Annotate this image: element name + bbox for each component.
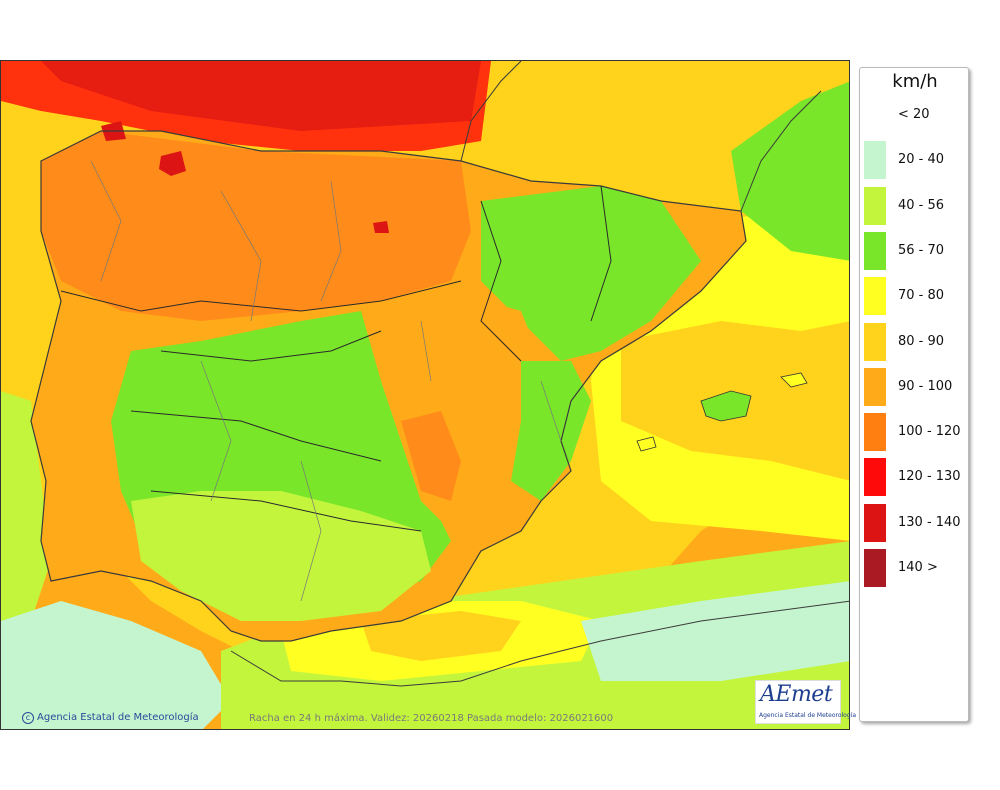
legend-item: 90 - 100: [864, 367, 968, 406]
legend-label: 100 - 120: [898, 424, 961, 440]
legend-item: 100 - 120: [864, 413, 968, 452]
legend-item: 40 - 56: [864, 186, 968, 225]
legend-label: 56 - 70: [898, 242, 945, 258]
legend-unit: km/h: [892, 71, 938, 92]
legend-item: 70 - 80: [864, 277, 968, 316]
province-borders: [90, 160, 562, 602]
map-canvas: [1, 61, 849, 729]
legend-swatch: [864, 503, 886, 542]
legend-label: 90 - 100: [898, 378, 953, 394]
legend-label: 80 - 90: [898, 333, 945, 349]
legend-label: < 20: [898, 107, 930, 122]
legend-label: 120 - 130: [898, 469, 961, 485]
zone-alboran-core: [361, 611, 521, 661]
copyright-text: c Agencia Estatal de Meteorología: [22, 712, 199, 724]
island-ibiza: [636, 436, 657, 452]
legend-swatch: [864, 367, 886, 406]
wind-gust-map: [0, 60, 850, 730]
legend-item: 140 >: [864, 549, 968, 587]
hotspot-cantabrian: [159, 151, 186, 176]
hotspot-basque: [373, 221, 389, 233]
legend-item: 80 - 90: [864, 322, 968, 361]
zone-iberian-peak: [401, 411, 461, 501]
legend-swatch: [864, 413, 886, 452]
copyright-label: Agencia Estatal de Meteorología: [37, 712, 199, 723]
legend-swatch: [864, 186, 886, 225]
legend-label: 140 >: [898, 560, 938, 575]
africa-coastline: [230, 600, 849, 687]
logo-subtitle: Agencia Estatal de Meteorología: [759, 712, 856, 719]
legend-swatch: [864, 96, 886, 134]
aemet-logo-icon: AEmet Agencia Estatal de Meteorología: [755, 680, 856, 724]
zone-north-100-120: [41, 131, 471, 321]
legend-label: 40 - 56: [898, 197, 945, 213]
zone-biscay-dark: [41, 61, 481, 131]
map-caption: Racha en 24 h máxima. Validez: 20260218 …: [249, 713, 614, 724]
legend-swatch: [864, 458, 886, 497]
legend-item: 120 - 130: [864, 458, 968, 497]
legend-swatch: [864, 322, 886, 361]
zone-iberian-system: [361, 291, 541, 531]
legend-swatch: [864, 277, 886, 316]
zone-valencia: [511, 361, 591, 501]
copyright-icon: c: [22, 712, 34, 724]
legend-label: 70 - 80: [898, 288, 945, 304]
logo-word: AEmet: [760, 682, 833, 707]
legend-item: 56 - 70: [864, 231, 968, 270]
zone-ebro-green: [481, 186, 701, 361]
zone-southwest-sea: [1, 601, 231, 729]
legend-item: 20 - 40: [864, 141, 968, 180]
zone-gulf-lion: [731, 81, 849, 261]
legend-label: 130 - 140: [898, 514, 961, 530]
coastline: [30, 130, 747, 642]
france-coastline: [460, 61, 822, 212]
island-menorca: [780, 372, 808, 388]
zone-algeria-coast: [581, 581, 849, 681]
zone-andalusia: [131, 491, 431, 621]
legend-panel: km/h < 20 20 - 40 40 - 56 56 - 70 70 - 80 80 …: [859, 67, 969, 722]
legend-item: 130 - 140: [864, 503, 968, 542]
legend-item: < 20: [864, 96, 968, 134]
legend-label: 20 - 40: [898, 152, 945, 168]
legend-swatch: [864, 141, 886, 180]
zone-atlantic-south: [1, 391, 51, 661]
legend-swatch: [864, 231, 886, 270]
legend-swatch: [864, 549, 886, 587]
region-borders: [60, 185, 612, 532]
island-mallorca: [700, 390, 752, 422]
